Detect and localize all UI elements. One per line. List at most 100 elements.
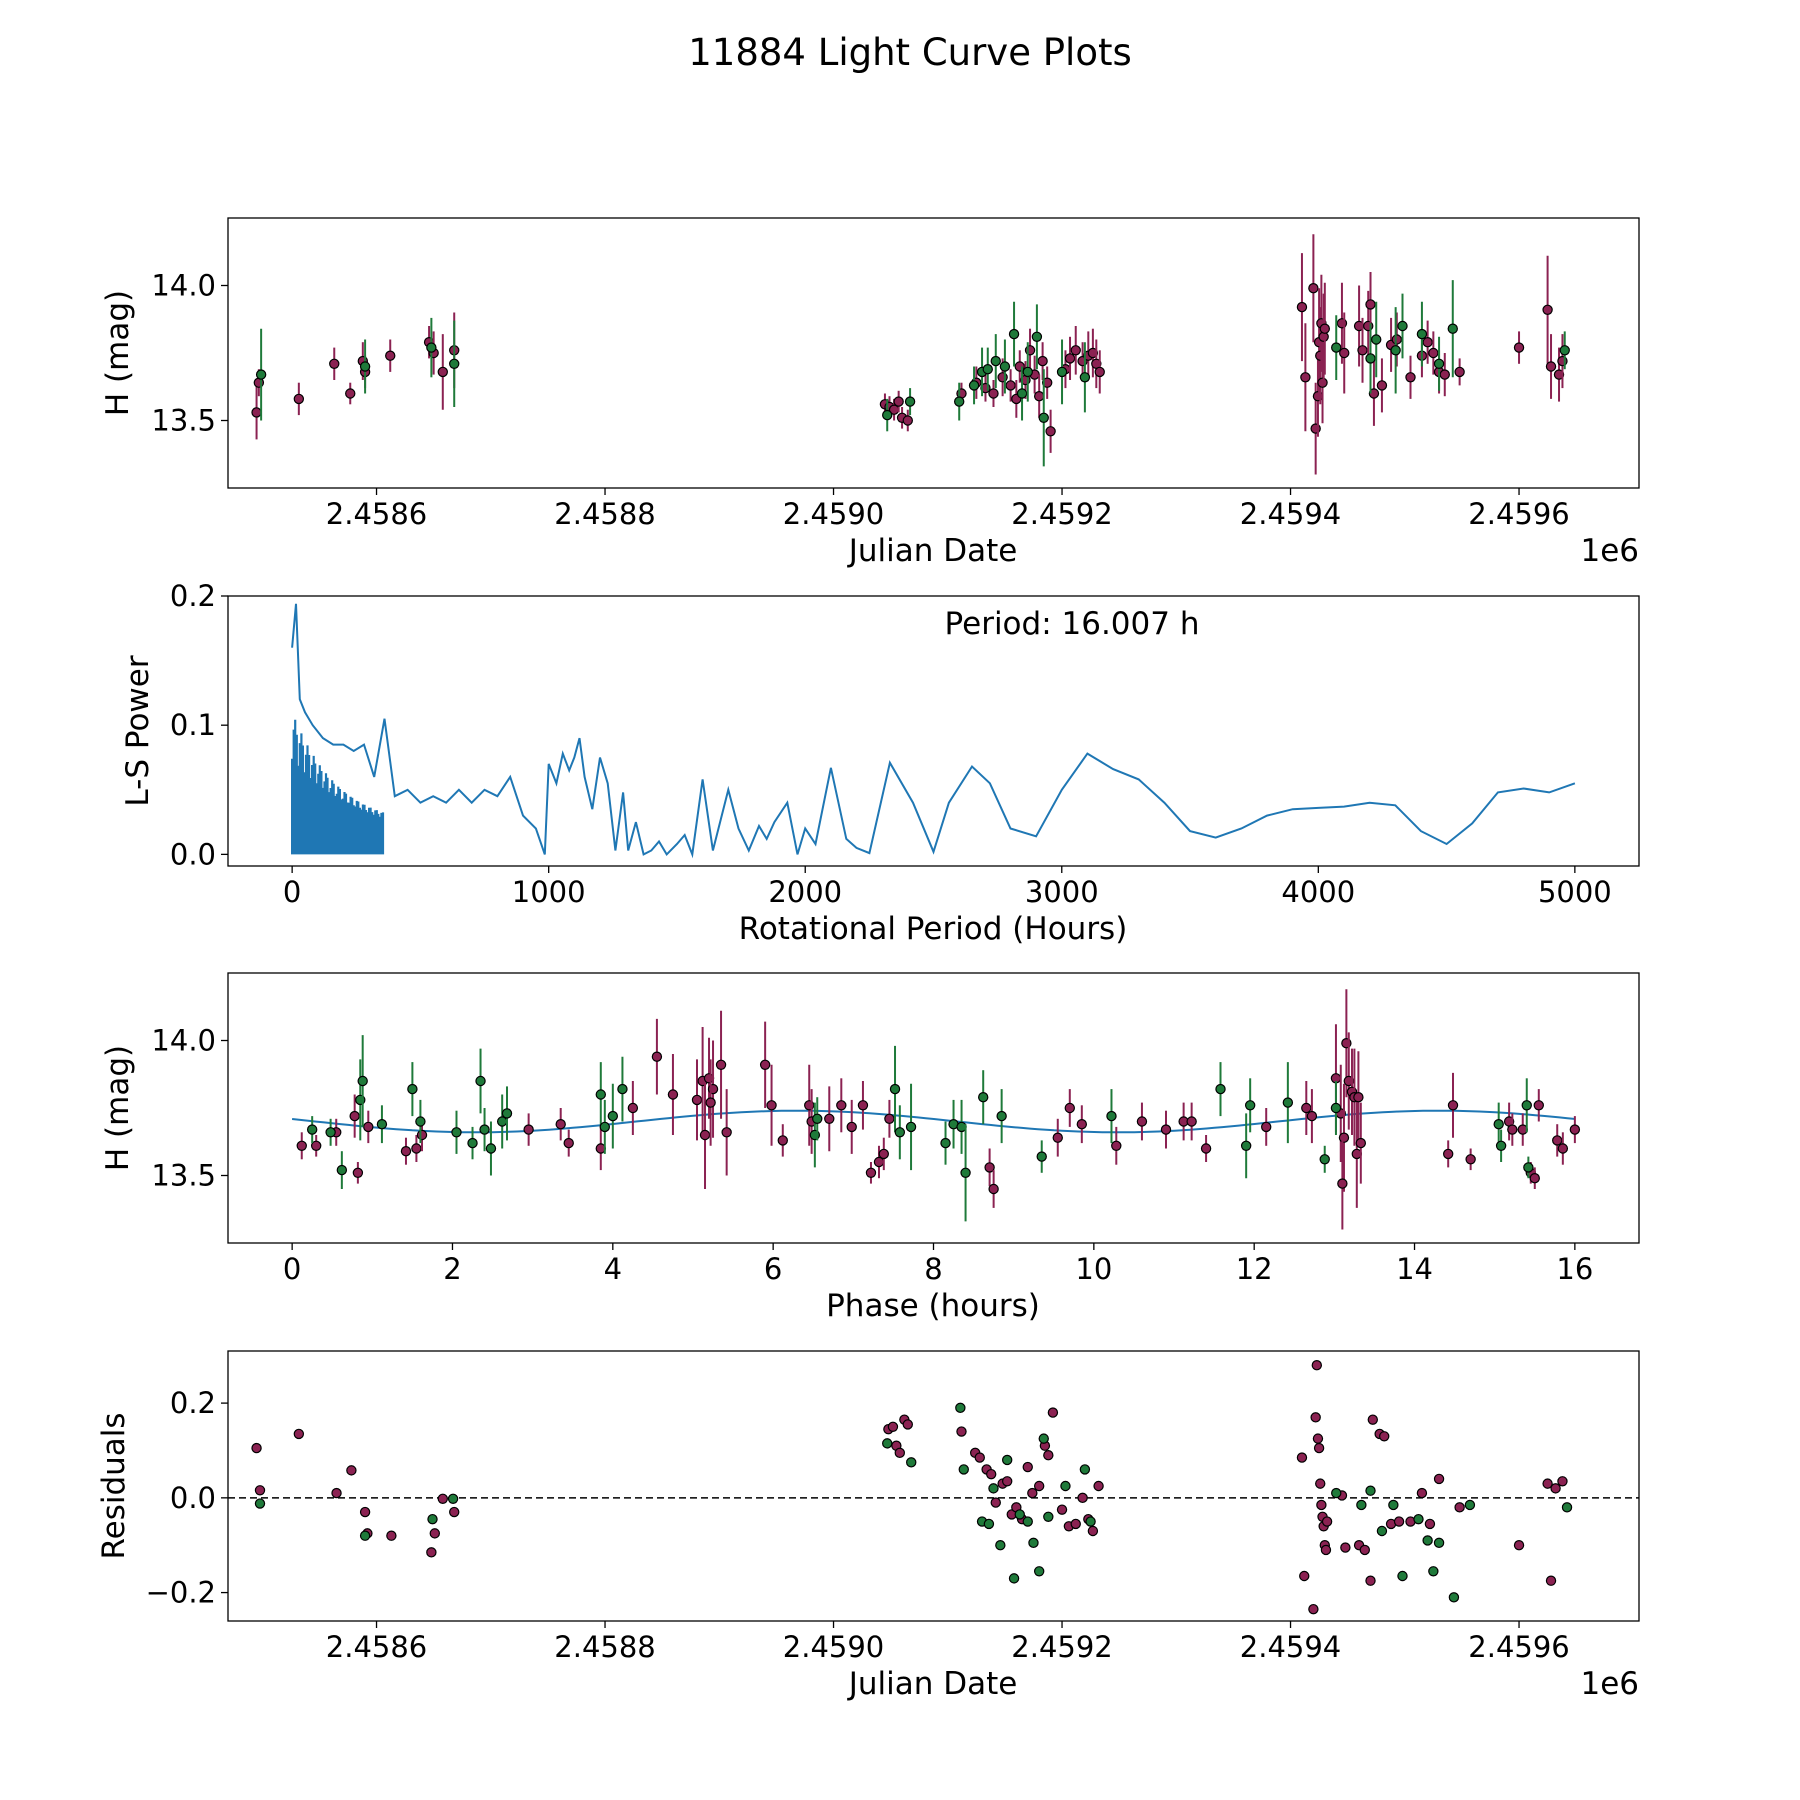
residuals-ylabel: Residuals xyxy=(96,1412,132,1559)
lightcurve-point xyxy=(255,369,267,380)
phased-point xyxy=(306,1124,318,1135)
lightcurve-ytick-label: 14.0 xyxy=(151,269,216,303)
phased-point xyxy=(1330,1102,1342,1114)
residuals-point xyxy=(1085,1516,1096,1527)
phased-point xyxy=(1301,1102,1312,1114)
phased-point xyxy=(1282,1097,1294,1108)
phased-point xyxy=(1447,1100,1459,1111)
phased-point xyxy=(485,1143,497,1154)
periodogram-xtick-label: 4000 xyxy=(1281,875,1355,909)
residuals-point xyxy=(251,1442,262,1454)
phased-point xyxy=(940,1137,951,1149)
residuals-point xyxy=(1001,1476,1013,1487)
residuals-point xyxy=(1043,1450,1054,1461)
phased-point xyxy=(759,1059,771,1071)
phased-point xyxy=(617,1083,628,1095)
lightcurve-point xyxy=(1545,361,1557,372)
phased-point xyxy=(1495,1140,1507,1152)
lightcurve-point xyxy=(990,355,1001,367)
panel-lightcurve: 2.4586 2.4588 2.4590 2.4592 2.4594 2.4596 14.0… xyxy=(100,217,1640,569)
residuals-point xyxy=(1388,1499,1399,1511)
periodogram-frame xyxy=(227,595,1640,867)
residuals-point xyxy=(1033,1480,1045,1492)
phased-point xyxy=(310,1140,322,1152)
lightcurve-point xyxy=(902,415,913,426)
residuals-point xyxy=(1316,1499,1327,1511)
residuals-xtick-label: 2.4586 xyxy=(326,1630,427,1664)
phased-point xyxy=(555,1118,566,1130)
residuals-point xyxy=(956,1426,967,1437)
residuals-point xyxy=(902,1419,913,1430)
residuals-point xyxy=(426,1547,437,1558)
lightcurve-point xyxy=(954,396,965,407)
lightcurve-point xyxy=(1041,377,1053,388)
phased-ytick-label: 13.5 xyxy=(151,1159,216,1193)
residuals-point xyxy=(894,1447,905,1459)
lightcurve-point xyxy=(882,409,893,421)
lightcurve-point xyxy=(1319,323,1331,334)
residuals-point xyxy=(1365,1575,1376,1586)
residuals-point xyxy=(1299,1570,1310,1582)
lightcurve-point xyxy=(1405,372,1416,383)
lightcurve-point xyxy=(1368,388,1380,399)
residuals-point xyxy=(1448,1592,1460,1603)
phased-point xyxy=(336,1164,348,1176)
residuals-point xyxy=(1043,1511,1054,1522)
lightcurve-point xyxy=(1391,334,1402,345)
residuals-point xyxy=(1367,1414,1378,1425)
residuals-offset-label: 1e6 xyxy=(1580,1666,1639,1702)
phased-point xyxy=(1552,1135,1563,1146)
phased-point xyxy=(1442,1148,1454,1160)
lightcurve-point xyxy=(893,396,904,407)
phased-point xyxy=(651,1051,663,1062)
lightcurve-point xyxy=(1559,345,1570,356)
residuals-point xyxy=(1428,1566,1439,1577)
residuals-point xyxy=(1376,1525,1388,1537)
lightcurve-point xyxy=(1428,347,1439,359)
lightcurve-point xyxy=(1553,369,1565,380)
phased-point xyxy=(1523,1162,1534,1173)
phased-point xyxy=(1465,1154,1476,1165)
residuals-point xyxy=(988,1483,999,1494)
lightcurve-point xyxy=(1365,299,1376,310)
residuals-point xyxy=(427,1513,438,1525)
lightcurve-point xyxy=(1339,347,1350,359)
residuals-point xyxy=(1077,1492,1088,1504)
residuals-point xyxy=(955,1402,966,1414)
lightcurve-point xyxy=(1016,388,1028,399)
phased-frame xyxy=(227,972,1640,1244)
residuals-point xyxy=(1028,1537,1039,1549)
residuals-point xyxy=(958,1464,969,1475)
residuals-point xyxy=(1310,1412,1321,1423)
residuals-xtick-label: 2.4594 xyxy=(1240,1630,1341,1664)
phased-point xyxy=(884,1113,895,1125)
residuals-frame xyxy=(227,1350,1640,1622)
lightcurve-point xyxy=(999,361,1011,372)
periodogram-ylabel: L-S Power xyxy=(120,655,156,806)
lightcurve-point xyxy=(1037,355,1048,367)
lightcurve-point xyxy=(1031,331,1043,342)
residuals-point xyxy=(1454,1502,1465,1513)
lightcurve-point xyxy=(1308,283,1319,294)
phased-point xyxy=(1111,1140,1122,1152)
residuals-point xyxy=(447,1493,459,1504)
phased-xtick-label: 4 xyxy=(604,1252,622,1286)
lightcurve-point xyxy=(251,407,262,418)
periodogram-ytick-label: 0.1 xyxy=(170,708,216,742)
residuals-point xyxy=(1014,1509,1025,1520)
phased-point xyxy=(363,1121,374,1133)
phased-point xyxy=(1533,1100,1544,1111)
phased-point xyxy=(984,1162,995,1173)
lightcurve-point xyxy=(1365,353,1376,364)
lightcurve-point xyxy=(1033,391,1045,402)
phased-point xyxy=(1200,1143,1212,1154)
residuals-point xyxy=(882,1438,893,1449)
lightcurve-point xyxy=(1376,380,1388,391)
phased-point xyxy=(451,1127,462,1138)
residuals-point xyxy=(1079,1464,1091,1475)
phased-point xyxy=(501,1108,513,1119)
phased-point xyxy=(325,1127,336,1138)
residuals-point xyxy=(1393,1516,1405,1527)
lightcurve-point xyxy=(437,366,448,378)
phased-point xyxy=(349,1110,360,1122)
